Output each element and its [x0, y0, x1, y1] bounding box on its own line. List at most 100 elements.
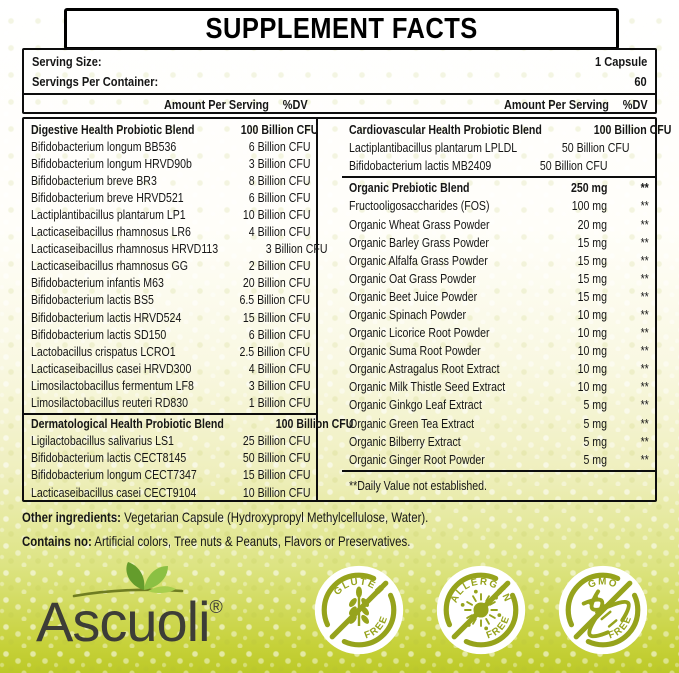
- left-column-header: Amount Per Serving %DV: [144, 97, 308, 112]
- ingredient-name: Lacticaseibacillus rhamnosus GG: [31, 259, 188, 274]
- ingredient-row: Organic Ginger Root Powder 5 mg **: [342, 451, 655, 469]
- allergen-free-badge: ALLERGEN FREE: [436, 565, 526, 655]
- ingredient-row: Lactiplantibacillus plantarum LPLDL 50 Bi…: [342, 139, 655, 157]
- ingredient-name: Fructooligosaccharides (FOS): [349, 199, 490, 214]
- ingredient-amount: 20 Billion CFU: [242, 276, 310, 291]
- ingredient-name: Organic Wheat Grass Powder: [349, 217, 490, 232]
- ingredient-amount: 25 Billion CFU: [242, 434, 310, 449]
- ingredient-amount: 15 Billion CFU: [242, 468, 310, 483]
- ingredient-row: Lacticaseibacillus rhamnosus LR6 4 Billio…: [24, 224, 316, 241]
- ingredient-name: Ligilactobacillus salivarius LS1: [31, 434, 174, 449]
- ingredient-amount: 3 Billion CFU: [248, 378, 310, 393]
- ingredient-amount: 1 Billion CFU: [248, 396, 310, 411]
- ingredient-row: Bifidobacterium longum CECT7347 15 Billio…: [24, 467, 316, 484]
- ingredient-name: Bifidobacterium lactis CECT8145: [31, 451, 187, 466]
- ingredient-name: Organic Oat Grass Powder: [349, 271, 476, 286]
- contains-no-text: Artificial colors, Tree nuts & Peanuts, …: [91, 534, 411, 549]
- ingredient-name: Bifidobacterium infantis M63: [31, 276, 164, 291]
- ingredient-dv: **: [640, 199, 649, 214]
- ingredient-row: Fructooligosaccharides (FOS) 100 mg **: [342, 197, 655, 215]
- ingredient-amount: 5 mg: [583, 452, 607, 467]
- ingredient-amount: 6.5 Billion CFU: [239, 293, 310, 308]
- ingredient-amount: 3 Billion CFU: [265, 242, 328, 257]
- ingredient-row: Organic Alfalfa Grass Powder 15 mg **: [342, 252, 655, 270]
- ingredient-row: Bifidobacterium breve BR3 8 Billion CFU: [24, 172, 316, 189]
- blend-header-row: Dermatological Health Probiotic Blend 100…: [24, 416, 353, 433]
- ingredient-row: Lactobacillus crispatus LCRO1 2.5 Billion…: [24, 343, 316, 360]
- ingredient-name: Bifidobacterium lactis BS5: [31, 293, 154, 308]
- ingredient-dv: **: [640, 217, 649, 232]
- ingredient-name: Organic Astragalus Root Extract: [349, 362, 500, 377]
- ingredient-dv: **: [640, 398, 649, 413]
- ingredient-dv: [630, 141, 649, 155]
- ingredient-amount: 15 mg: [577, 271, 607, 286]
- ingredient-row: Organic Spinach Powder 10 mg **: [342, 306, 655, 324]
- ingredient-row: Lacticaseibacillus casei HRVD300 4 Billio…: [24, 360, 316, 377]
- ingredient-amount: 50 Billion CFU: [562, 141, 630, 156]
- serving-size-label: Serving Size:: [32, 54, 102, 69]
- ingredient-name: Organic Barley Grass Powder: [349, 235, 489, 250]
- ingredient-amount: 4 Billion CFU: [248, 225, 310, 240]
- ingredient-name: Bifidobacterium longum BB536: [31, 139, 177, 154]
- column-headers-row: Amount Per Serving %DV Amount Per Servin…: [24, 95, 655, 114]
- ingredient-name: Organic Ginkgo Leaf Extract: [349, 398, 482, 413]
- brand-name-text: Ascuoli: [36, 590, 211, 653]
- divider: [24, 412, 316, 415]
- dv-header: %DV: [623, 97, 648, 112]
- ingredient-name: Lactobacillus crispatus LCRO1: [31, 344, 176, 359]
- serving-size-row: Serving Size: 1 Capsule: [24, 53, 655, 70]
- ingredient-row: Bifidobacterium lactis MB2409 50 Billion …: [342, 157, 655, 175]
- supplement-facts-table: Digestive Health Probiotic Blend 100 Bill…: [22, 117, 671, 502]
- ingredient-name: Organic Bilberry Extract: [349, 434, 461, 449]
- dna-icon: [581, 589, 631, 639]
- ingredient-name: Bifidobacterium longum CECT7347: [31, 468, 197, 483]
- certification-badges: GLUTEN FREE: [312, 563, 650, 657]
- ingredient-dv: **: [640, 362, 649, 377]
- ingredient-name: Organic Beet Juice Powder: [349, 289, 478, 304]
- ingredient-dv: **: [640, 380, 649, 395]
- ingredient-amount: 10 Billion CFU: [242, 208, 310, 223]
- ingredient-name: Organic Milk Thistle Seed Extract: [349, 380, 506, 395]
- ingredient-amount: 15 mg: [577, 289, 607, 304]
- supplement-facts-title-box: SUPPLEMENT FACTS: [64, 8, 619, 50]
- ingredient-amount: 10 mg: [577, 380, 607, 395]
- ingredient-amount: 5 mg: [583, 398, 607, 413]
- ingredient-row: Organic Suma Root Powder 10 mg **: [342, 342, 655, 360]
- ingredient-row: Organic Oat Grass Powder 15 mg **: [342, 270, 655, 288]
- ingredient-row: Organic Milk Thistle Seed Extract 10 mg **: [342, 378, 655, 396]
- ingredient-row: Organic Bilberry Extract 5 mg **: [342, 433, 655, 451]
- ingredient-name: Organic Green Tea Extract: [349, 416, 475, 431]
- servings-per-container-row: Servings Per Container: 60: [24, 73, 655, 90]
- wheat-icon: [348, 586, 370, 626]
- ingredient-row: Organic Ginkgo Leaf Extract 5 mg **: [342, 396, 655, 414]
- ingredient-name: Organic Suma Root Powder: [349, 344, 481, 359]
- ingredient-row: Bifidobacterium lactis HRVD524 15 Billion…: [24, 309, 316, 326]
- ingredient-name: Lacticaseibacillus rhamnosus LR6: [31, 225, 191, 240]
- ingredient-row: Limosilactobacillus fermentum LF8 3 Billi…: [24, 377, 316, 394]
- ingredient-row: Limosilactobacillus reuteri RD830 1 Billi…: [24, 395, 316, 412]
- leaf-sprout-icon: [72, 562, 184, 598]
- daily-value-footnote: **Daily Value not established.: [342, 473, 655, 499]
- ingredient-row: Bifidobacterium infantis M63 20 Billion C…: [24, 275, 316, 292]
- right-column-header: Amount Per Serving %DV: [484, 97, 648, 112]
- ingredient-name: Bifidobacterium longum HRVD90b: [31, 156, 192, 171]
- ingredient-name: Lacticaseibacillus casei CECT9104: [31, 485, 197, 500]
- allergen-icon: [460, 589, 502, 631]
- ingredient-name: Lactiplantibacillus plantarum LP1: [31, 208, 186, 223]
- ingredient-row: Ligilactobacillus salivarius LS1 25 Billi…: [24, 433, 316, 450]
- ingredient-name: Organic Licorice Root Powder: [349, 326, 490, 341]
- ingredient-dv: **: [640, 416, 649, 431]
- left-column: Digestive Health Probiotic Blend 100 Bill…: [24, 119, 353, 500]
- other-ingredients-label: Other ingredients:: [22, 510, 121, 525]
- ingredient-row: Organic Wheat Grass Powder 20 mg **: [342, 215, 655, 233]
- gmo-free-badge: GMO FREE: [558, 565, 648, 655]
- blend-header-row: Organic Prebiotic Blend 250 mg **: [342, 179, 655, 197]
- ingredient-amount: 6 Billion CFU: [248, 327, 310, 342]
- brand-name: Ascuoli®: [36, 594, 223, 650]
- ingredient-name: Bifidobacterium lactis HRVD524: [31, 310, 182, 325]
- ingredient-row: Bifidobacterium lactis BS5 6.5 Billion CF…: [24, 292, 316, 309]
- ingredient-name: Bifidobacterium lactis SD150: [31, 327, 167, 342]
- ingredient-name: Organic Alfalfa Grass Powder: [349, 253, 488, 268]
- ingredient-amount: 10 mg: [577, 326, 607, 341]
- ingredient-name: Dermatological Health Probiotic Blend: [31, 417, 224, 432]
